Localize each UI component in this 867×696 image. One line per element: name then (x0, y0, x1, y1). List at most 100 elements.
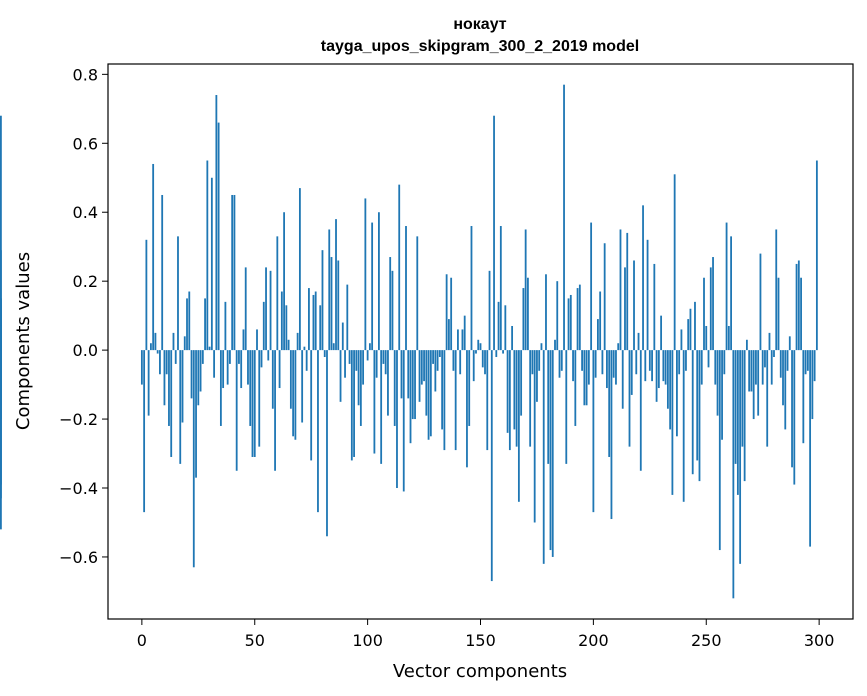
bar-94 (353, 350, 355, 457)
bar-243 (689, 308, 692, 351)
bar-288 (791, 350, 793, 468)
bar-220 (637, 332, 640, 351)
bar-257 (721, 350, 723, 440)
y-tick-label: 0.4 (73, 203, 98, 222)
x-tick-label: 50 (245, 631, 265, 650)
bar-76 (312, 294, 315, 351)
bar-280 (773, 350, 775, 358)
bar-250 (705, 325, 708, 351)
bar-158 (497, 301, 500, 351)
bar-120 (411, 350, 414, 420)
bar-194 (578, 284, 581, 351)
bar-121 (414, 350, 416, 420)
bar-223 (644, 350, 647, 382)
bar-51 (256, 329, 258, 351)
bar-271 (752, 350, 755, 420)
bar-55 (265, 267, 267, 351)
bar-70 (298, 188, 301, 351)
bar-142 (461, 329, 464, 351)
bar-204 (601, 350, 604, 375)
bar-37 (224, 301, 227, 351)
bar-114 (398, 184, 401, 351)
bar-293 (802, 350, 805, 444)
bar-200 (592, 350, 595, 513)
bar-287 (788, 336, 791, 351)
x-tick-label: 200 (578, 631, 609, 650)
bar-149 (477, 339, 480, 351)
bar-296 (809, 350, 812, 547)
bar-100 (366, 350, 369, 361)
x-tick-label: 300 (804, 631, 835, 650)
bar-141 (459, 350, 462, 375)
bar-173 (531, 350, 534, 375)
bar-81 (323, 350, 326, 358)
bar-97 (359, 350, 362, 426)
bar-175 (536, 350, 538, 402)
bar-211 (617, 343, 620, 351)
bar-30 (208, 346, 211, 351)
bar-256 (718, 350, 721, 551)
bar-123 (418, 350, 421, 402)
bar-251 (707, 350, 710, 368)
bar-118 (407, 350, 410, 399)
bar-104 (375, 350, 378, 378)
bar-98 (362, 350, 365, 385)
bar-292 (800, 277, 802, 351)
bar-132 (438, 350, 441, 358)
bar-169 (522, 288, 525, 351)
bar-85 (332, 343, 335, 351)
bar-67 (292, 350, 295, 437)
bar-209 (612, 350, 615, 378)
bar-6 (154, 332, 157, 351)
y-tick-label: −0.4 (59, 479, 98, 498)
bar-179 (545, 274, 547, 351)
bar-3 (147, 350, 150, 416)
bar-59 (274, 350, 276, 471)
bar-83 (328, 229, 331, 351)
x-axis-label: Vector components (393, 661, 567, 682)
bar-15 (174, 350, 177, 364)
bar-153 (486, 350, 489, 451)
bar-254 (714, 350, 717, 385)
bar-157 (495, 350, 498, 358)
y-tick-label: −0.2 (59, 410, 98, 429)
x-axis-ticks: 0 50 100 150 200 250 300 (137, 619, 835, 650)
y-axis-label: Components values (13, 252, 34, 430)
bar-263 (734, 350, 737, 464)
bar-252 (709, 267, 712, 351)
bar-185 (558, 350, 561, 378)
bar-47 (247, 350, 249, 385)
bar-244 (691, 350, 694, 475)
bar-147 (472, 350, 475, 382)
bar-297 (811, 350, 814, 420)
bar-143 (463, 315, 466, 351)
bar-99 (364, 198, 367, 351)
bar-246 (696, 350, 699, 461)
bar-291 (797, 260, 800, 351)
bar-207 (608, 350, 611, 457)
bar-56 (267, 350, 270, 361)
bar-260 (727, 325, 730, 351)
bar-23 (192, 350, 195, 568)
bar-undefined (0, 115, 2, 351)
bar-112 (393, 350, 396, 426)
bar-273 (757, 350, 760, 416)
bar-4 (149, 343, 152, 351)
bar-111 (391, 270, 394, 351)
bar-235 (671, 350, 674, 495)
bar-160 (502, 350, 504, 354)
bar-undefined (0, 350, 2, 530)
bar-90 (344, 350, 346, 378)
bar-16 (177, 236, 179, 351)
bar-278 (768, 332, 771, 351)
bar-5 (152, 163, 155, 351)
bar-203 (599, 291, 602, 351)
bar-295 (806, 350, 809, 371)
bar-272 (755, 350, 757, 385)
bar-168 (520, 350, 523, 416)
bar-42 (235, 350, 238, 471)
bar-13 (170, 350, 173, 457)
bar-275 (761, 350, 764, 385)
bar-19 (183, 336, 186, 351)
bar-245 (694, 301, 696, 351)
